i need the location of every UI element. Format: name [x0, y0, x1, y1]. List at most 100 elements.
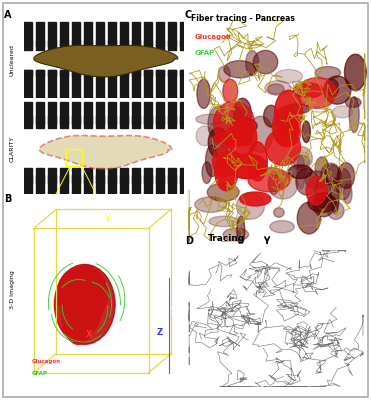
Bar	[72, 22, 80, 50]
Bar	[132, 102, 140, 128]
Bar	[60, 22, 68, 50]
Text: GFAP: GFAP	[194, 50, 215, 56]
Ellipse shape	[344, 184, 352, 204]
Ellipse shape	[328, 202, 344, 220]
Ellipse shape	[228, 118, 257, 156]
Text: Glucagon: Glucagon	[32, 359, 61, 364]
Ellipse shape	[264, 105, 279, 127]
Bar	[132, 168, 140, 194]
Ellipse shape	[202, 162, 211, 184]
Text: A: A	[4, 10, 12, 20]
Bar	[168, 70, 176, 98]
Text: Uncleared: Uncleared	[10, 44, 15, 76]
Bar	[144, 40, 152, 46]
Ellipse shape	[236, 192, 265, 219]
Bar	[168, 22, 176, 50]
Bar	[60, 168, 68, 194]
Bar	[48, 70, 56, 98]
Ellipse shape	[213, 101, 255, 145]
Bar	[72, 70, 80, 98]
Ellipse shape	[208, 128, 229, 158]
Text: D: D	[185, 236, 193, 246]
Bar	[144, 70, 152, 76]
Ellipse shape	[345, 54, 366, 90]
Bar	[96, 168, 104, 194]
Bar	[132, 22, 140, 50]
Bar	[144, 116, 152, 124]
Bar	[120, 40, 128, 46]
Bar	[96, 22, 104, 50]
Bar	[48, 70, 56, 76]
Bar	[72, 70, 80, 76]
Ellipse shape	[297, 202, 321, 234]
Bar	[108, 116, 116, 124]
Ellipse shape	[290, 146, 312, 170]
Bar	[60, 70, 68, 76]
Bar	[96, 70, 104, 98]
Bar	[84, 70, 92, 98]
Ellipse shape	[298, 78, 336, 108]
Ellipse shape	[219, 66, 230, 82]
Ellipse shape	[308, 193, 336, 212]
Bar	[24, 175, 32, 183]
Ellipse shape	[345, 98, 361, 107]
Bar	[48, 22, 56, 50]
Bar	[168, 116, 176, 124]
Text: Glucagon: Glucagon	[194, 34, 232, 40]
Ellipse shape	[209, 216, 239, 226]
Ellipse shape	[275, 90, 302, 134]
Ellipse shape	[209, 123, 228, 136]
Ellipse shape	[227, 154, 267, 179]
Bar	[24, 70, 32, 76]
Bar	[72, 116, 80, 124]
Bar	[180, 175, 188, 183]
Bar	[156, 40, 164, 46]
Text: GFAP: GFAP	[32, 371, 48, 376]
Bar	[36, 40, 44, 46]
Text: Fiber tracing - Pancreas: Fiber tracing - Pancreas	[191, 14, 295, 23]
Bar	[60, 175, 68, 183]
Ellipse shape	[315, 66, 341, 79]
Ellipse shape	[268, 84, 284, 94]
Ellipse shape	[230, 118, 257, 134]
Bar	[84, 102, 92, 128]
Bar	[168, 175, 176, 183]
Bar	[96, 102, 104, 128]
Bar	[96, 40, 104, 46]
Bar	[48, 102, 56, 128]
Ellipse shape	[265, 81, 291, 96]
PathPatch shape	[34, 46, 178, 77]
Ellipse shape	[338, 163, 355, 188]
Ellipse shape	[249, 116, 273, 152]
Bar	[96, 116, 104, 124]
Bar	[168, 168, 176, 194]
Ellipse shape	[218, 151, 243, 171]
Ellipse shape	[302, 121, 311, 142]
Bar	[120, 70, 128, 98]
Ellipse shape	[327, 181, 342, 199]
Bar	[36, 70, 44, 76]
Text: Z: Z	[157, 328, 162, 337]
Bar	[72, 168, 80, 194]
Ellipse shape	[55, 264, 115, 344]
Ellipse shape	[62, 280, 95, 344]
Bar	[180, 40, 188, 46]
Bar	[180, 22, 188, 50]
Ellipse shape	[224, 61, 256, 78]
Ellipse shape	[197, 79, 210, 108]
Text: Y: Y	[104, 215, 110, 224]
Bar	[66, 149, 82, 166]
Bar	[108, 102, 116, 128]
Ellipse shape	[306, 176, 326, 205]
Ellipse shape	[70, 266, 103, 333]
Bar	[84, 40, 92, 46]
Bar	[144, 70, 152, 98]
Ellipse shape	[223, 228, 249, 241]
Bar	[48, 168, 56, 194]
Bar	[120, 102, 128, 128]
Ellipse shape	[349, 96, 359, 133]
Ellipse shape	[230, 107, 242, 124]
Bar	[156, 22, 164, 50]
Bar	[156, 70, 164, 76]
Text: B: B	[4, 194, 12, 204]
